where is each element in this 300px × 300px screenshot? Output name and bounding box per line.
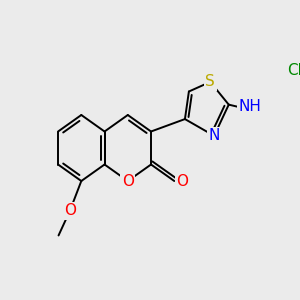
Text: S: S bbox=[206, 74, 215, 89]
Text: O: O bbox=[122, 173, 134, 188]
Text: O: O bbox=[64, 203, 76, 218]
Text: Cl: Cl bbox=[287, 63, 300, 78]
Text: NH: NH bbox=[238, 99, 261, 114]
Text: O: O bbox=[176, 173, 188, 188]
Text: N: N bbox=[208, 128, 220, 143]
